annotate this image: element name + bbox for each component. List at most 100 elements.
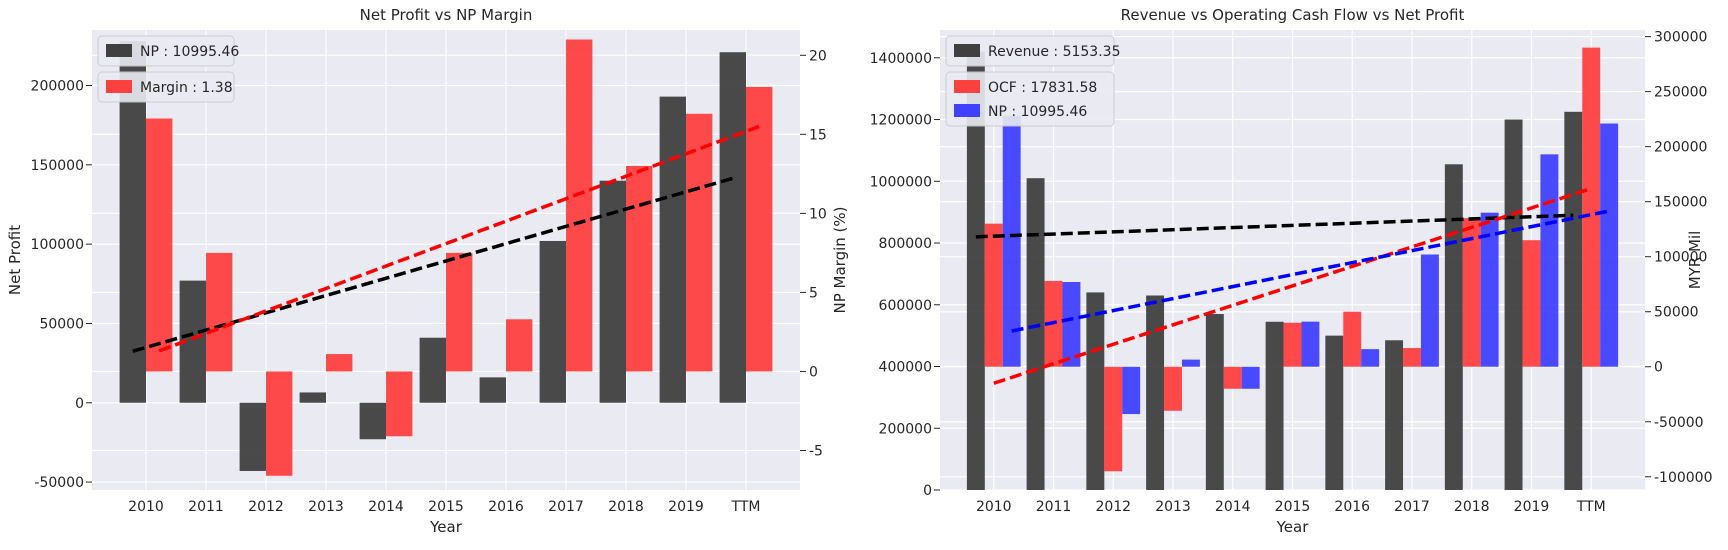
bar-revenue: [1325, 335, 1344, 490]
x-tick-label: TTM: [1576, 499, 1606, 515]
x-tick-label: 2019: [1514, 499, 1550, 515]
y2-tick-label: 15: [809, 127, 827, 143]
y2-tick-label: -5: [809, 443, 823, 459]
bar-ocf: [1522, 240, 1541, 367]
y2-tick-label: 5: [809, 285, 818, 301]
y-tick-label: 0: [923, 483, 932, 499]
bar-np: [239, 402, 266, 471]
legend-label: NP : 10995.46: [988, 104, 1087, 120]
y-tick-label: 0: [75, 396, 84, 412]
x-axis-label: Year: [429, 518, 463, 536]
x-tick-label: 2011: [1036, 499, 1072, 515]
legend-box: [97, 71, 235, 103]
bar-revenue: [966, 51, 985, 490]
bar-ocf: [1104, 366, 1123, 472]
x-tick-label: 2013: [308, 499, 344, 515]
y-tick-label: 1200000: [870, 113, 932, 129]
bar-ocf: [1283, 322, 1302, 367]
y-axis-label: Net Profit: [6, 225, 24, 295]
chart-panel-1: -50000 0 50000 100000 150000 200000 -5 0 5 10 15 20…: [6, 6, 849, 536]
bar-margin: [566, 39, 593, 372]
y2-tick-label: 50000: [1654, 305, 1699, 321]
bar-np: [479, 377, 506, 403]
bar-margin: [146, 118, 173, 372]
bar-np: [419, 337, 446, 403]
bar-margin: [266, 371, 293, 476]
legend-box: [945, 71, 1115, 127]
bar-revenue: [1146, 295, 1165, 490]
bar-np: [1181, 359, 1200, 367]
bar-np: [1301, 321, 1320, 367]
x-tick-label: 2015: [428, 499, 464, 515]
bar-np: [1241, 366, 1260, 389]
bar-margin: [626, 165, 653, 372]
trendline-1: [975, 213, 1574, 239]
legend-swatch: [106, 80, 132, 93]
bar-ocf: [1403, 348, 1421, 367]
y2-tick-label: 20: [809, 48, 827, 64]
bar-np: [1420, 254, 1439, 367]
bar-revenue: [1026, 178, 1045, 490]
bar-np: [1122, 366, 1141, 415]
bar-margin: [326, 354, 353, 372]
y2-tick-label: 0: [809, 364, 818, 380]
bar-ocf: [1462, 218, 1481, 367]
x-tick-label: 2018: [608, 499, 644, 515]
y-tick-label: 600000: [879, 298, 932, 314]
bar-np: [299, 392, 326, 403]
x-tick-label: 2010: [976, 499, 1012, 515]
bar-ocf: [1223, 366, 1242, 389]
x-tick-label: 2018: [1454, 499, 1490, 515]
x-tick-label: 2014: [1215, 499, 1251, 515]
y-tick-label: 1000000: [870, 174, 932, 190]
y-tick-label: 150000: [31, 158, 84, 174]
chart-title: Revenue vs Operating Cash Flow vs Net Pr…: [1121, 6, 1465, 24]
bar-revenue: [1564, 111, 1583, 491]
legend-box: [97, 35, 235, 67]
legend-swatch: [106, 44, 132, 57]
bar-margin: [446, 252, 473, 372]
y2-tick-label: 300000: [1654, 30, 1707, 46]
y2-tick-label: 100000: [1654, 250, 1707, 266]
x-axis-label: Year: [1276, 518, 1310, 536]
bar-ocf: [984, 223, 1003, 367]
bar-ocf: [1343, 311, 1362, 367]
x-tick-label: 2011: [188, 499, 224, 515]
y2-tick-label: -100000: [1654, 470, 1713, 486]
trendline-2: [158, 124, 760, 353]
legend-swatch: [954, 104, 980, 117]
x-tick-label: 2010: [128, 499, 164, 515]
bar-margin: [206, 252, 233, 372]
legend-label: Revenue : 5153.35: [988, 44, 1120, 60]
bar-np: [1600, 123, 1619, 367]
y-tick-label: 1400000: [870, 51, 932, 67]
x-tick-label: 2019: [668, 499, 704, 515]
bar-ocf: [1582, 47, 1601, 367]
x-tick-label: 2017: [1394, 499, 1430, 515]
bar-np: [359, 402, 386, 440]
bar-margin: [506, 319, 533, 372]
x-tick-label: 2017: [548, 499, 584, 515]
y-tick-label: 800000: [879, 236, 932, 252]
bar-margin: [686, 113, 713, 372]
y-tick-label: -50000: [34, 475, 84, 491]
chart-panel-2: 0200000400000600000800000100000012000001…: [870, 6, 1713, 536]
bar-np: [1062, 282, 1081, 367]
x-tick-label: 2016: [488, 499, 524, 515]
y2-tick-label: 150000: [1654, 195, 1707, 211]
x-tick-label: 2013: [1155, 499, 1191, 515]
legend-label: NP : 10995.46: [140, 44, 239, 60]
legend-swatch: [954, 44, 980, 57]
bar-np: [1540, 154, 1559, 367]
legend-label: Margin : 1.38: [140, 80, 233, 96]
bar-revenue: [1205, 314, 1224, 490]
bar-np: [1002, 115, 1021, 367]
y-axis-label: MYR Mil: [1686, 231, 1704, 290]
bar-np: [659, 96, 686, 403]
x-tick-label: 2012: [248, 499, 284, 515]
x-tick-label: 2012: [1095, 499, 1131, 515]
x-tick-label: 2014: [368, 499, 404, 515]
bar-np: [599, 180, 626, 403]
